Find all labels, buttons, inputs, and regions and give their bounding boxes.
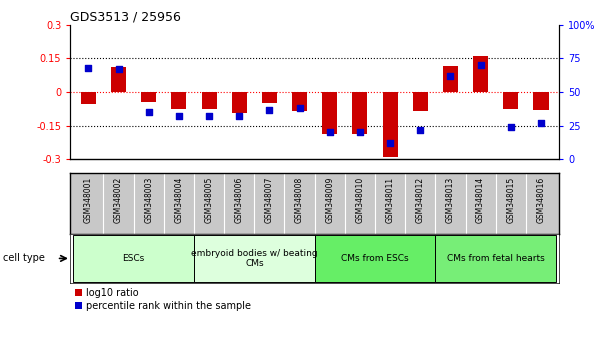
Bar bbox=[194, 235, 315, 282]
Text: GDS3513 / 25956: GDS3513 / 25956 bbox=[70, 11, 181, 24]
Text: cell type: cell type bbox=[3, 253, 45, 263]
Text: GSM348007: GSM348007 bbox=[265, 176, 274, 223]
Text: GSM348003: GSM348003 bbox=[144, 176, 153, 223]
Text: CMs from fetal hearts: CMs from fetal hearts bbox=[447, 254, 544, 263]
Point bbox=[415, 127, 425, 132]
Text: GSM348012: GSM348012 bbox=[415, 176, 425, 223]
Bar bbox=[436, 235, 556, 282]
Text: CMs from ESCs: CMs from ESCs bbox=[341, 254, 409, 263]
Point bbox=[325, 130, 335, 135]
Bar bbox=[232, 92, 247, 113]
Text: GSM348015: GSM348015 bbox=[507, 176, 515, 223]
Text: GSM348005: GSM348005 bbox=[205, 176, 214, 223]
Bar bbox=[171, 92, 186, 109]
Point bbox=[235, 113, 244, 119]
Text: GSM348014: GSM348014 bbox=[476, 176, 485, 223]
Bar bbox=[382, 92, 398, 157]
Bar bbox=[292, 92, 307, 111]
Point bbox=[536, 120, 546, 126]
Bar bbox=[533, 92, 549, 110]
Point bbox=[204, 113, 214, 119]
Text: GSM348011: GSM348011 bbox=[386, 176, 395, 223]
Bar bbox=[111, 67, 126, 92]
Point bbox=[84, 65, 93, 71]
Text: embryoid bodies w/ beating
CMs: embryoid bodies w/ beating CMs bbox=[191, 249, 318, 268]
Point bbox=[265, 107, 274, 112]
Bar bbox=[412, 92, 428, 111]
Legend: log10 ratio, percentile rank within the sample: log10 ratio, percentile rank within the … bbox=[75, 288, 251, 311]
Point bbox=[295, 105, 304, 111]
Text: GSM348009: GSM348009 bbox=[325, 176, 334, 223]
Bar bbox=[443, 66, 458, 92]
Bar bbox=[202, 92, 217, 109]
Bar bbox=[315, 235, 436, 282]
Bar bbox=[81, 92, 96, 104]
Text: GSM348006: GSM348006 bbox=[235, 176, 244, 223]
Point bbox=[144, 109, 153, 115]
Bar bbox=[353, 92, 367, 133]
Bar bbox=[141, 92, 156, 102]
Text: GSM348016: GSM348016 bbox=[536, 176, 546, 223]
Bar bbox=[503, 92, 518, 109]
Text: ESCs: ESCs bbox=[122, 254, 145, 263]
Point bbox=[385, 140, 395, 146]
Point bbox=[506, 124, 516, 130]
Bar bbox=[73, 235, 194, 282]
Point bbox=[114, 66, 123, 72]
Text: GSM348010: GSM348010 bbox=[356, 176, 364, 223]
Text: GSM348002: GSM348002 bbox=[114, 176, 123, 223]
Bar bbox=[473, 56, 488, 92]
Text: GSM348013: GSM348013 bbox=[446, 176, 455, 223]
Text: GSM348008: GSM348008 bbox=[295, 176, 304, 223]
Bar bbox=[262, 92, 277, 103]
Text: GSM348004: GSM348004 bbox=[174, 176, 183, 223]
Point bbox=[355, 130, 365, 135]
Bar bbox=[322, 92, 337, 133]
Point bbox=[174, 113, 184, 119]
Point bbox=[476, 62, 486, 68]
Point bbox=[445, 73, 455, 79]
Text: GSM348001: GSM348001 bbox=[84, 176, 93, 223]
